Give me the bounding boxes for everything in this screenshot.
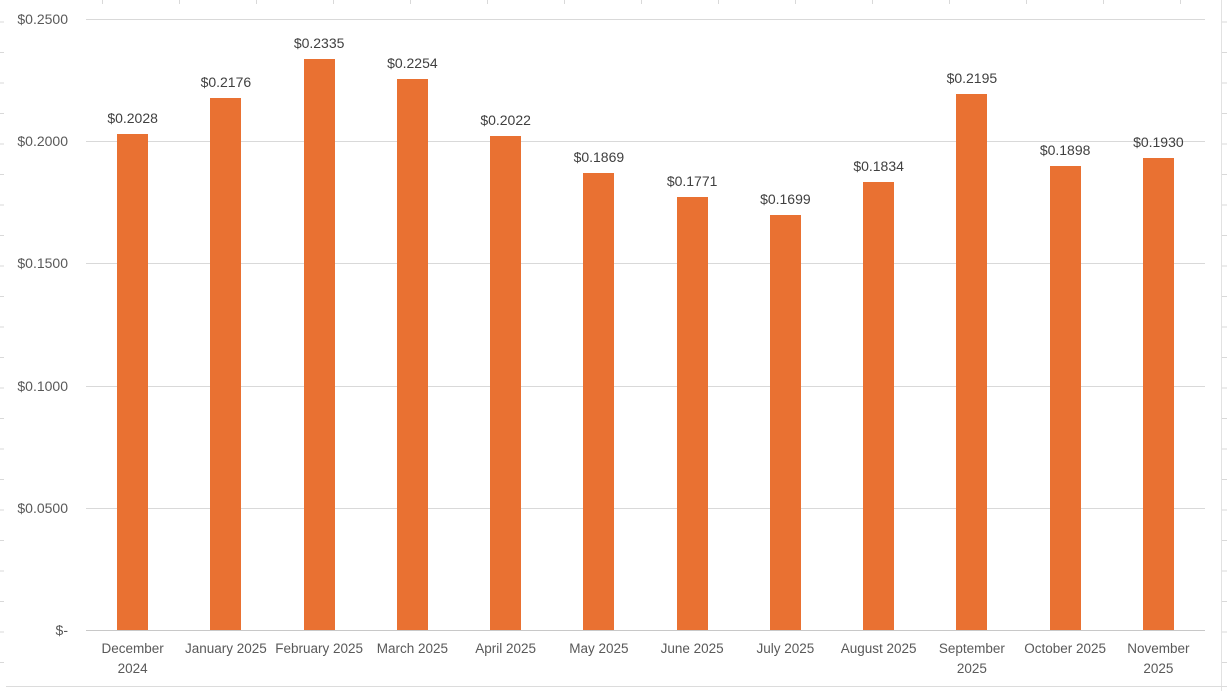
data-label: $0.1869 — [573, 149, 625, 166]
sheet-row-gridline-bottom — [6, 686, 1227, 687]
bar-december-2024 — [117, 134, 149, 630]
bar-january-2025 — [210, 98, 242, 630]
x-axis-tick-label: November 2025 — [1127, 641, 1190, 676]
bar-november-2025 — [1142, 158, 1174, 630]
data-label: $0.1699 — [760, 190, 811, 207]
gridline — [86, 507, 1205, 509]
sheet-column-gridline-stubs-top — [0, 0, 1227, 4]
data-label: $0.1771 — [666, 173, 718, 190]
data-label: $0.1930 — [1133, 134, 1184, 151]
x-axis-tick-label: August 2025 — [840, 641, 917, 656]
bar-september-2025 — [956, 93, 988, 630]
bar-march-2025 — [396, 79, 428, 630]
bar-april-2025 — [490, 135, 522, 630]
data-label: $0.2335 — [293, 35, 345, 52]
data-label: $0.1834 — [853, 157, 904, 174]
gridline — [86, 141, 1205, 143]
sheet-row-gridline-stubs-left — [0, 0, 4, 691]
data-label: $0.2022 — [480, 111, 531, 128]
sheet-row-gridline-stubs-right — [1222, 0, 1227, 691]
bar-october-2025 — [1049, 166, 1081, 630]
data-label: $0.2028 — [107, 110, 158, 127]
data-label: $0.2176 — [200, 74, 252, 91]
x-axis-tick-label: May 2025 — [569, 641, 629, 656]
x-axis-line — [86, 630, 1205, 631]
x-axis-tick-label: October 2025 — [1024, 641, 1107, 656]
y-axis-tick-label: $0.1500 — [17, 255, 68, 272]
bar-february-2025 — [303, 59, 335, 630]
x-axis-tick-label: December 2024 — [101, 641, 164, 676]
x-axis-tick-label: June 2025 — [660, 641, 724, 656]
y-axis-tick-label: $0.0500 — [17, 499, 68, 516]
data-label: $0.1898 — [1039, 142, 1091, 159]
bar-august-2025 — [863, 181, 895, 630]
x-axis-tick-label: February 2025 — [275, 641, 364, 656]
sheet-column-gridline-right — [1221, 0, 1222, 691]
y-axis-tick-label: $- — [55, 622, 68, 638]
bar-may-2025 — [583, 173, 615, 630]
x-axis-tick-label: January 2025 — [184, 641, 267, 656]
gridline — [86, 263, 1205, 265]
bar-june-2025 — [676, 197, 708, 630]
data-label: $0.2195 — [946, 69, 998, 86]
data-label: $0.2254 — [387, 55, 438, 72]
x-axis-tick-label: April 2025 — [475, 641, 537, 656]
bar-july-2025 — [769, 214, 801, 630]
x-axis-tick-label: September 2025 — [938, 641, 1005, 676]
gridline — [86, 19, 1205, 20]
gridline — [86, 385, 1205, 387]
y-axis-tick-label: $0.2000 — [17, 133, 68, 150]
y-axis-tick-label: $0.2500 — [17, 11, 68, 27]
y-axis-tick-label: $0.1000 — [17, 377, 68, 394]
x-axis-tick-label: July 2025 — [756, 641, 815, 656]
x-axis-tick-label: March 2025 — [376, 641, 449, 656]
